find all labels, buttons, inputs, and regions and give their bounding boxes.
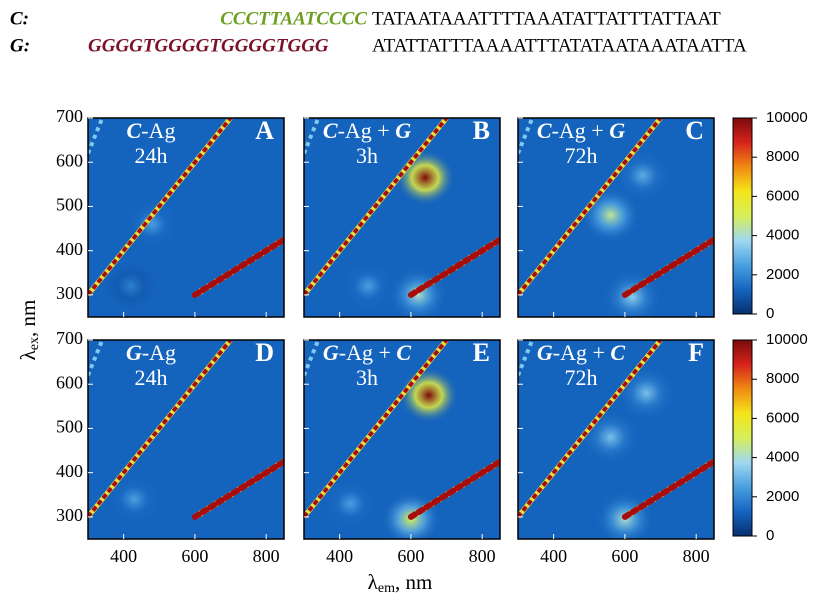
colorbar-tick-label: 10000: [766, 331, 808, 348]
text-run: -Ag +: [553, 340, 611, 365]
text-run: 24h: [135, 365, 168, 390]
text-run: -Ag +: [552, 118, 610, 143]
panel-title: 3h: [356, 143, 378, 168]
text-run: C: [323, 118, 338, 143]
x-axis-label: λem, nm: [368, 570, 433, 596]
peak: [338, 258, 398, 314]
sequence-rest: TATAATAAATTTTAAATATTATTTATTAAT: [372, 8, 721, 29]
text-run: ex: [27, 337, 42, 350]
x-tick-label: 800: [469, 546, 496, 566]
text-run: , nm: [395, 570, 432, 594]
panel-letter: C: [685, 116, 704, 145]
x-tick-label: 600: [397, 546, 424, 566]
x-tick-label: 600: [611, 546, 638, 566]
panel: [304, 118, 500, 323]
text-run: C: [127, 118, 142, 143]
peak: [399, 367, 459, 423]
y-tick-label: 600: [56, 150, 83, 170]
x-tick-label: 400: [540, 546, 567, 566]
panel-title: G-Ag: [126, 340, 176, 365]
panel-title: 72h: [565, 143, 598, 168]
x-tick-label: 400: [110, 546, 137, 566]
sequence-rest: ATATTATTTAAAATTTATATAATAAATAATTA: [372, 35, 747, 56]
text-run: G: [609, 118, 625, 143]
text-run: C: [396, 340, 411, 365]
panel: [518, 118, 714, 325]
colorbar-tick-label: 2000: [766, 488, 799, 505]
x-tick-label: 400: [326, 546, 353, 566]
text-run: C: [610, 340, 625, 365]
text-run: -Ag +: [339, 340, 397, 365]
panel-title: 72h: [565, 365, 598, 390]
colorbar: [733, 340, 752, 536]
text-run: 72h: [565, 365, 598, 390]
sequence-highlight: CCCTTAATCCCC: [220, 8, 367, 29]
text-run: C: [537, 118, 552, 143]
y-tick-label: 300: [56, 283, 83, 303]
x-tick-label: 800: [253, 546, 280, 566]
y-tick-label: 700: [56, 106, 83, 126]
peak: [613, 147, 673, 203]
text-run: 72h: [565, 143, 598, 168]
panel-title: G-Ag + C: [537, 340, 626, 365]
colorbar-tick-label: 6000: [766, 187, 799, 204]
text-run: 24h: [135, 143, 168, 168]
peak: [581, 409, 641, 465]
colorbar-tick-label: 2000: [766, 266, 799, 283]
y-tick-label: 300: [56, 505, 83, 525]
text-run: G: [537, 340, 553, 365]
panel: [518, 340, 714, 547]
colorbar-tick-label: 8000: [766, 148, 799, 165]
panel-title: G-Ag + C: [323, 340, 412, 365]
text-run: G: [395, 118, 411, 143]
text-run: 3h: [356, 143, 378, 168]
panel-letter: F: [688, 338, 704, 367]
colorbar-tick-label: 0: [766, 527, 774, 544]
x-tick-label: 800: [683, 546, 710, 566]
colorbar: [733, 118, 752, 314]
colorbar-tick-label: 4000: [766, 227, 799, 244]
panel-title: C-Ag + G: [323, 118, 411, 143]
colorbar-tick-label: 0: [766, 305, 774, 322]
text-run: -Ag: [142, 340, 176, 365]
panel-title: 3h: [356, 365, 378, 390]
panel-title: C-Ag: [127, 118, 176, 143]
text-run: 3h: [356, 365, 378, 390]
panel-letter: E: [473, 338, 490, 367]
colorbar-tick-label: 10000: [766, 109, 808, 126]
y-tick-label: 400: [56, 239, 83, 259]
text-run: G: [126, 340, 142, 365]
peak: [104, 471, 164, 527]
text-run: -Ag +: [338, 118, 396, 143]
colorbar-tick-label: 8000: [766, 370, 799, 387]
panel: [88, 118, 284, 317]
colorbar-tick-label: 4000: [766, 449, 799, 466]
peak: [616, 365, 676, 421]
text-run: em: [378, 581, 395, 596]
panel-letter: A: [255, 116, 274, 145]
panel: [88, 340, 284, 539]
y-tick-label: 600: [56, 372, 83, 392]
panel-title: 24h: [135, 365, 168, 390]
figure: C: CCCTTAATCCCCTATAATAAATTTTAAATATTATTTAT…: [0, 0, 816, 597]
text-run: , nm: [16, 300, 40, 337]
sequence-label: C:: [10, 8, 29, 29]
peak: [395, 150, 455, 206]
x-tick-label: 600: [181, 546, 208, 566]
text-run: G: [323, 340, 339, 365]
y-tick-label: 500: [56, 195, 83, 215]
colorbar-tick-label: 6000: [766, 409, 799, 426]
y-tick-label: 400: [56, 461, 83, 481]
panel-letter: D: [255, 338, 274, 367]
panel-title: 24h: [135, 143, 168, 168]
panel-title: C-Ag + G: [537, 118, 625, 143]
y-tick-label: 700: [56, 328, 83, 348]
y-axis-label: λex, nm: [16, 300, 42, 361]
text-run: -Ag: [141, 118, 175, 143]
sequence-label: G:: [10, 35, 30, 56]
sequence-highlight: GGGGTGGGGTGGGGTGGG: [88, 35, 329, 56]
y-tick-label: 500: [56, 417, 83, 437]
panel: [304, 340, 500, 547]
panel-letter: B: [473, 116, 490, 145]
